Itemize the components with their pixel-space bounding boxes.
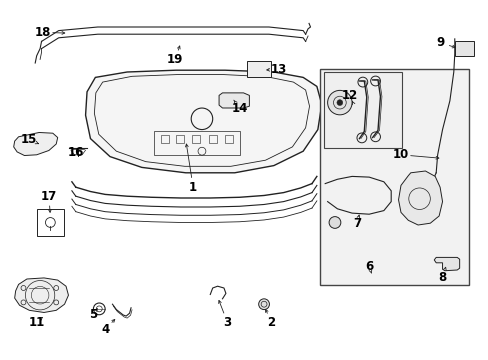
Text: 16: 16 — [67, 147, 84, 159]
Bar — [324, 72, 402, 148]
Text: 7: 7 — [352, 217, 360, 230]
Text: 4: 4 — [101, 323, 109, 336]
Bar — [176, 135, 183, 143]
Bar — [224, 135, 232, 143]
Text: 8: 8 — [438, 271, 446, 284]
Text: 5: 5 — [89, 309, 97, 321]
Polygon shape — [15, 278, 68, 312]
Text: 10: 10 — [392, 148, 408, 161]
Circle shape — [336, 100, 342, 105]
Text: 14: 14 — [231, 102, 247, 114]
Text: 9: 9 — [435, 36, 443, 49]
Text: 18: 18 — [35, 26, 51, 39]
Text: 17: 17 — [41, 190, 57, 203]
Bar — [454, 41, 473, 56]
Text: 1: 1 — [189, 181, 197, 194]
Bar — [161, 135, 169, 143]
Bar — [154, 131, 239, 155]
Circle shape — [258, 299, 269, 310]
Polygon shape — [85, 70, 321, 173]
Circle shape — [328, 217, 340, 228]
Polygon shape — [433, 257, 459, 271]
Text: 2: 2 — [267, 316, 275, 329]
Text: 6: 6 — [365, 260, 372, 273]
Text: 12: 12 — [341, 89, 357, 102]
Circle shape — [327, 90, 351, 115]
Polygon shape — [219, 93, 249, 108]
Polygon shape — [398, 171, 442, 225]
Text: 13: 13 — [270, 63, 286, 76]
Bar — [37, 209, 63, 236]
Polygon shape — [14, 132, 58, 156]
Bar — [208, 135, 216, 143]
Bar — [246, 61, 271, 77]
Text: 15: 15 — [21, 133, 38, 146]
Text: 11: 11 — [28, 316, 45, 329]
Bar — [191, 135, 199, 143]
Text: 3: 3 — [223, 316, 231, 329]
Bar — [320, 69, 468, 285]
Text: 19: 19 — [166, 53, 183, 66]
